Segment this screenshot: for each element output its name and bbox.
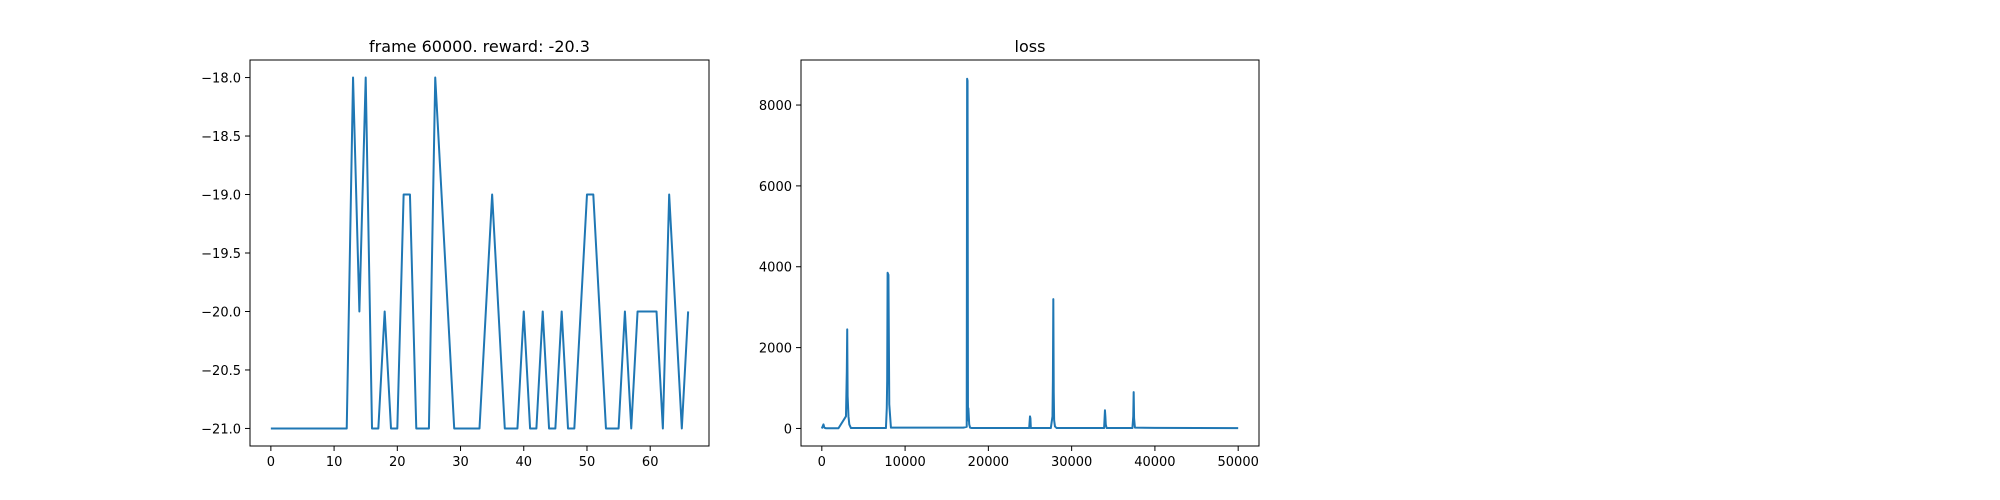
loss-chart-series-line	[820, 77, 1239, 430]
loss-chart-axes-frame	[800, 59, 1260, 447]
reward-chart-y-tick-label: −19.0	[201, 189, 241, 204]
reward-chart-x-tick-label: 20	[389, 455, 406, 470]
loss-chart-x-tick-label: 0	[818, 455, 826, 470]
loss-chart: loss 0 10000 20000 30000 40000 50000 0 2000 400…	[759, 37, 1260, 470]
loss-chart-x-tick-label: 20000	[968, 455, 1009, 470]
reward-chart-y-tick-label: −18.5	[201, 130, 241, 145]
reward-chart-x-tick-label: 50	[579, 455, 596, 470]
loss-chart-y-tick-label: 4000	[759, 261, 792, 276]
reward-chart-series-line	[270, 76, 690, 430]
reward-chart-y-tick-label: −20.0	[201, 305, 241, 320]
reward-chart-title: frame 60000. reward: -20.3	[369, 37, 590, 56]
loss-chart-y-tick-label: 8000	[759, 99, 792, 114]
reward-chart-marks	[270, 76, 690, 430]
loss-chart-x-ticks: 0 10000 20000 30000 40000 50000	[818, 446, 1259, 470]
reward-chart-x-tick-label: 40	[515, 455, 532, 470]
loss-chart-marks	[820, 77, 1239, 430]
loss-chart-y-ticks: 0 2000 4000 6000 8000	[759, 99, 801, 437]
reward-chart-x-tick-label: 10	[326, 455, 343, 470]
reward-chart-axes-frame	[249, 59, 710, 447]
reward-chart-y-tick-label: −21.0	[201, 422, 241, 437]
loss-chart-y-tick-label: 0	[784, 422, 792, 437]
loss-chart-x-tick-label: 50000	[1218, 455, 1259, 470]
reward-chart: frame 60000. reward: -20.3 0 10 20 30 40 50 60…	[201, 37, 710, 470]
reward-chart-x-tick-label: 30	[452, 455, 469, 470]
loss-chart-x-tick-label: 10000	[884, 455, 925, 470]
loss-chart-y-tick-label: 2000	[759, 342, 792, 357]
reward-chart-y-ticks: −21.0 −20.5 −20.0 −19.5 −19.0 −18.5 −18.0	[201, 72, 250, 437]
loss-chart-x-tick-label: 30000	[1051, 455, 1092, 470]
reward-chart-y-tick-label: −18.0	[201, 72, 241, 87]
loss-chart-title: loss	[1015, 37, 1046, 56]
reward-chart-y-tick-label: −19.5	[201, 247, 241, 262]
reward-chart-x-tick-label: 60	[642, 455, 659, 470]
reward-chart-x-ticks: 0 10 20 30 40 50 60	[267, 446, 659, 470]
reward-chart-x-tick-label: 0	[267, 455, 275, 470]
loss-chart-x-tick-label: 40000	[1134, 455, 1175, 470]
loss-chart-y-tick-label: 6000	[759, 180, 792, 195]
reward-chart-y-tick-label: −20.5	[201, 364, 241, 379]
